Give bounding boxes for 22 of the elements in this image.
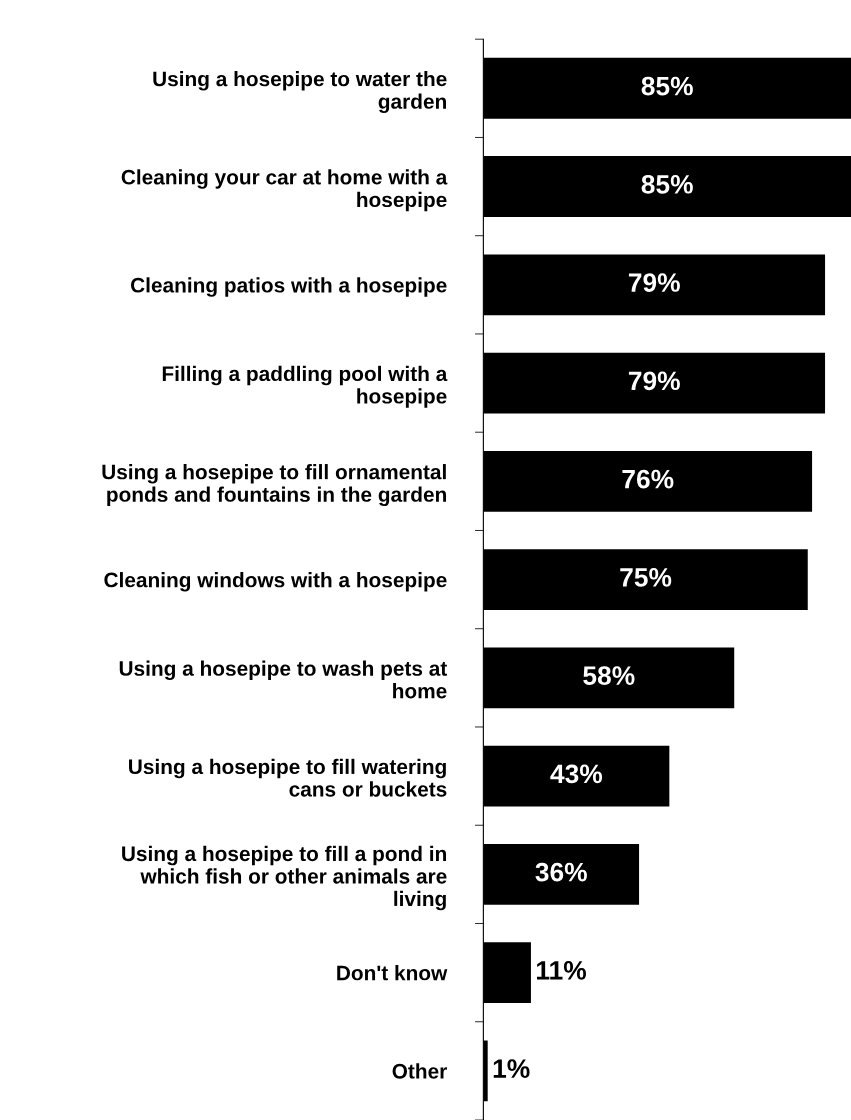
data-label: 58% <box>583 666 635 685</box>
y-tick-label: Other <box>392 1063 447 1079</box>
y-tick-label: Using a hosepipe to fill a pond in which fish or other animals are living <box>122 845 447 911</box>
data-label: 79% <box>628 371 680 391</box>
y-tick-label: Cleaning patios with a hosepipe <box>130 277 447 297</box>
y-tick-label: Cleaning your car at home with a hosepipe <box>121 169 448 212</box>
data-label: 76% <box>622 469 674 489</box>
y-tick-label: Filling a paddling pool with a hosepipe <box>162 365 448 408</box>
y-tick-label: Using a hosepipe to water the garden <box>153 71 447 114</box>
data-label: 43% <box>550 764 603 784</box>
y-tick-label: Using a hosepipe to wash pets at home <box>119 660 448 699</box>
data-label: 79% <box>628 273 680 292</box>
y-tick-label: Using a hosepipe to fill ornamental ponds and fountains in the garden <box>102 464 446 507</box>
y-tick-label: Using a hosepipe to fill watering cans or buckets <box>129 758 447 797</box>
data-label: 1% <box>493 1059 530 1078</box>
data-label: 75% <box>620 568 672 587</box>
y-tick-label: Don't know <box>337 965 448 981</box>
y-tick-label: Cleaning windows with a hosepipe <box>104 572 447 592</box>
data-label: 36% <box>535 862 587 882</box>
data-label: 85% <box>641 174 693 194</box>
data-label: 85% <box>641 76 693 96</box>
data-label: 11% <box>537 961 587 980</box>
